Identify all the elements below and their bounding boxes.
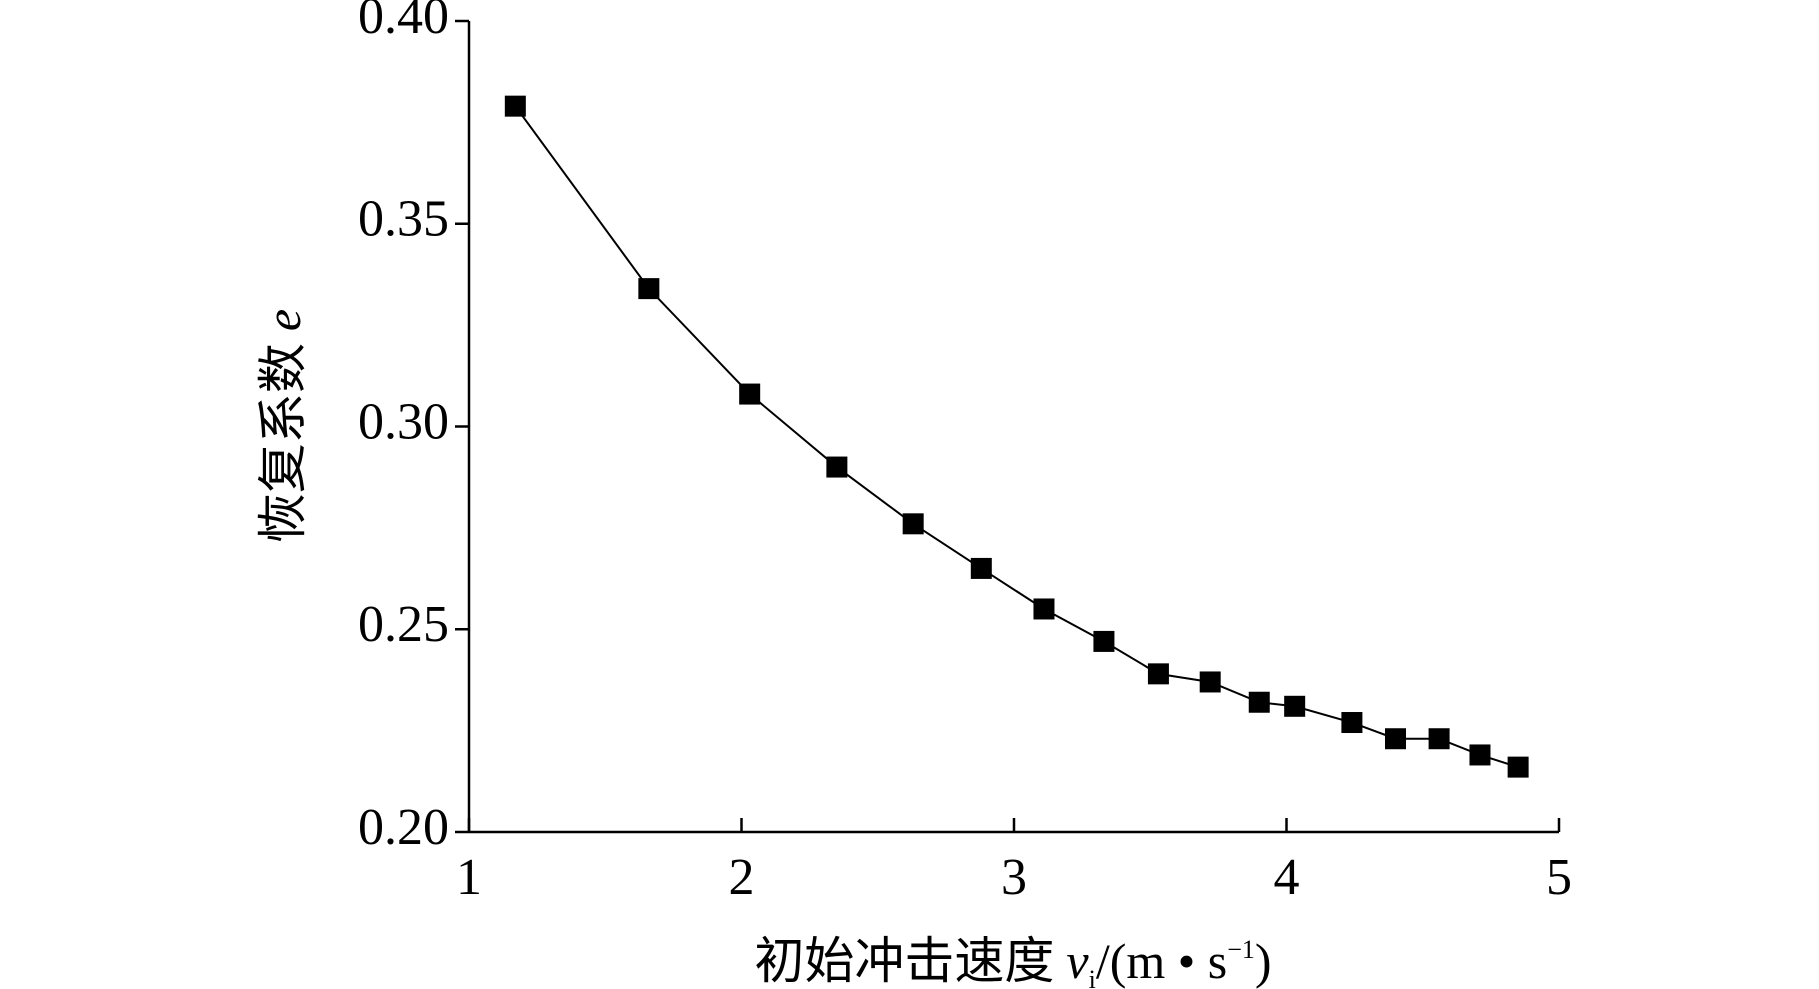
marker [970,557,992,579]
marker [902,513,924,535]
marker [1199,671,1221,693]
x-tick-label: 5 [1546,849,1572,906]
y-tick-label: 0.40 [358,0,449,45]
marker [1507,756,1529,778]
line [514,105,1519,769]
marker [1385,728,1406,750]
marker [1248,691,1270,713]
marker [504,95,526,117]
y-tick-label: 0.35 [358,191,449,248]
marker [638,278,660,300]
marker [739,383,761,405]
marker [1093,630,1115,652]
marker [1147,663,1169,685]
x-tick-label: 4 [1274,849,1300,906]
marker [1428,728,1450,750]
marker [1033,598,1055,620]
marker [1284,695,1306,717]
marker [1469,744,1491,766]
y-tick-label: 0.25 [358,596,449,653]
y-tick-label: 0.20 [358,799,449,856]
y-tick-label: 0.30 [358,393,449,450]
x-tick-label: 1 [456,849,482,906]
x-tick-label: 3 [1001,849,1027,906]
marker [1341,712,1363,734]
x-axis-label: 初始冲击速度 vi/(m • s−1) [754,933,1271,989]
y-axis-label: 恢复系数e [255,309,311,543]
marker [826,456,848,478]
x-tick-label: 2 [729,849,755,906]
